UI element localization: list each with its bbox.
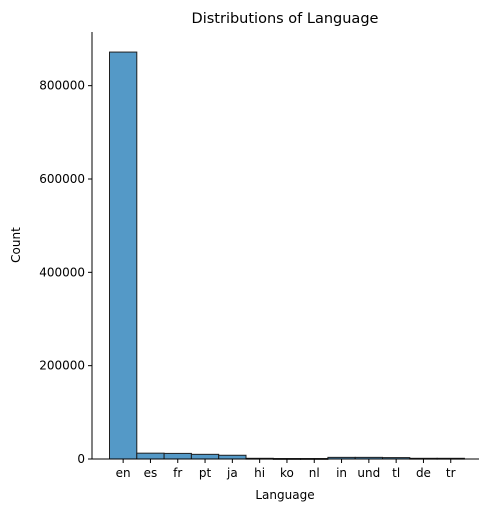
y-tick-label: 800000 bbox=[39, 79, 85, 93]
y-tick-label: 200000 bbox=[39, 359, 85, 373]
bars-group bbox=[109, 51, 465, 460]
x-tick-label: en bbox=[116, 466, 131, 480]
x-tick-label: de bbox=[416, 466, 431, 480]
y-axis-title: Count bbox=[9, 227, 23, 263]
y-ticks-group: 0 200000 400000 600000 800000 bbox=[39, 79, 92, 466]
x-tick-label: in bbox=[336, 466, 347, 480]
x-tick-label: nl bbox=[309, 466, 320, 480]
y-tick-label: 600000 bbox=[39, 172, 85, 186]
y-tick-label: 400000 bbox=[39, 265, 85, 279]
x-tick-label: fr bbox=[173, 466, 182, 480]
x-tick-label: es bbox=[144, 466, 158, 480]
x-tick-label: hi bbox=[254, 466, 265, 480]
x-tick-label: tl bbox=[392, 466, 400, 480]
y-tick-label: 0 bbox=[77, 452, 85, 466]
x-ticks-group: en es fr pt ja hi ko nl in und tl de tr bbox=[116, 459, 456, 480]
x-tick-label: tr bbox=[446, 466, 456, 480]
bar-es bbox=[136, 452, 165, 460]
x-tick-label: ko bbox=[280, 466, 294, 480]
x-axis-title: Language bbox=[255, 488, 314, 502]
x-tick-label: ja bbox=[226, 466, 238, 480]
bar-ja bbox=[218, 454, 247, 460]
chart-title: Distributions of Language bbox=[192, 11, 379, 27]
x-tick-label: pt bbox=[199, 466, 212, 480]
x-tick-label: und bbox=[357, 466, 380, 480]
bar-fr bbox=[163, 452, 192, 460]
bar-pt bbox=[190, 453, 220, 460]
bar-en bbox=[109, 51, 138, 460]
